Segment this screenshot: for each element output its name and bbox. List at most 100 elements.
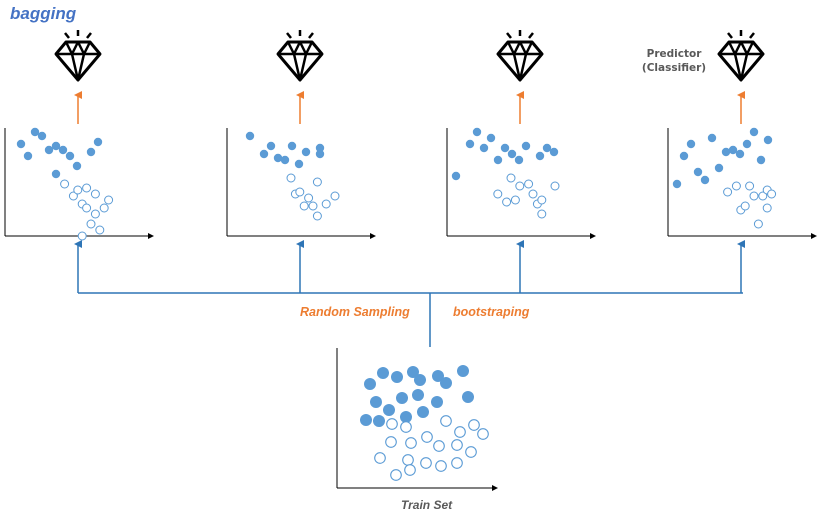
hollow-point: [537, 195, 547, 205]
filled-point: [521, 141, 531, 151]
filled-point: [735, 149, 745, 159]
filled-point: [542, 143, 552, 153]
filled-point: [315, 149, 325, 159]
hollow-point: [468, 419, 480, 431]
filled-point: [364, 378, 376, 390]
hollow-point: [465, 446, 477, 458]
filled-point: [472, 127, 482, 137]
filled-point: [479, 143, 489, 153]
hollow-point: [77, 231, 87, 241]
filled-point: [16, 139, 26, 149]
bootstraping-label: bootstraping: [453, 305, 530, 319]
filled-point: [287, 141, 297, 151]
train-set-label: Train Set: [401, 498, 453, 512]
filled-point: [451, 171, 461, 181]
predictor-label-line1: Predictor: [646, 48, 702, 60]
filled-point: [535, 151, 545, 161]
hollow-point: [537, 209, 547, 219]
hollow-point: [753, 219, 763, 229]
hollow-point: [440, 415, 452, 427]
hollow-point: [404, 464, 416, 476]
filled-point: [707, 133, 717, 143]
filled-point: [507, 149, 517, 159]
hollow-point: [400, 421, 412, 433]
diamond-crown: [286, 40, 314, 56]
filled-point: [693, 167, 703, 177]
hollow-point: [386, 418, 398, 430]
filled-point: [500, 143, 510, 153]
sparkle-ray: [286, 32, 292, 39]
sparkle-ray: [528, 32, 534, 39]
filled-point: [377, 367, 389, 379]
filled-point: [44, 145, 54, 155]
filled-point: [462, 391, 474, 403]
hollow-point: [550, 181, 560, 191]
filled-point: [72, 161, 82, 171]
diamond-pavilion: [733, 53, 749, 82]
predictor-label: Predictor (Classifier): [636, 47, 712, 75]
hollow-point: [385, 436, 397, 448]
hollow-point: [433, 440, 445, 452]
hollow-point: [731, 181, 741, 191]
hollow-point: [330, 191, 340, 201]
diamond-icon: [717, 30, 765, 82]
filled-point: [407, 366, 419, 378]
hollow-point: [286, 173, 296, 183]
hollow-point: [758, 191, 768, 201]
hollow-point: [104, 195, 114, 205]
hollow-point: [477, 428, 489, 440]
diamond-pavilion: [292, 53, 308, 82]
filled-point: [686, 139, 696, 149]
predictor-label-line2: (Classifier): [641, 62, 707, 74]
hollow-point: [745, 181, 755, 191]
filled-point: [391, 371, 403, 383]
bootstrap-sample-2: [226, 128, 376, 239]
filled-point: [93, 137, 103, 147]
filled-point: [360, 414, 372, 426]
hollow-point: [723, 187, 733, 197]
hollow-point: [299, 201, 309, 211]
hollow-point: [321, 199, 331, 209]
hollow-point: [515, 181, 525, 191]
filled-point: [549, 147, 559, 157]
hollow-point: [740, 201, 750, 211]
filled-point: [245, 131, 255, 141]
filled-point: [370, 396, 382, 408]
bootstrap-sample-3: [446, 127, 596, 239]
bootstrap-sample-4: [667, 127, 817, 239]
hollow-point: [451, 457, 463, 469]
bootstrap-sample-1: [4, 127, 154, 241]
connector-lines: [74, 91, 745, 347]
hollow-point: [506, 173, 516, 183]
filled-point: [400, 411, 412, 423]
filled-point: [396, 392, 408, 404]
hollow-point: [451, 439, 463, 451]
diamond-icon: [276, 30, 324, 82]
filled-point: [431, 396, 443, 408]
diamond-icon: [496, 30, 544, 82]
sparkle-ray: [506, 32, 512, 39]
hollow-point: [762, 203, 772, 213]
filled-point: [763, 135, 773, 145]
filled-point: [432, 370, 444, 382]
diamond-crown: [727, 40, 755, 56]
filled-point: [273, 153, 283, 163]
filled-point: [672, 179, 682, 189]
hollow-point: [528, 189, 538, 199]
diamond-crown: [64, 40, 92, 56]
hollow-point: [68, 191, 78, 201]
hollow-point: [767, 189, 777, 199]
diamond-pavilion: [512, 53, 528, 82]
filled-point: [714, 163, 724, 173]
hollow-point: [99, 203, 109, 213]
hollow-point: [73, 185, 83, 195]
hollow-point: [312, 177, 322, 187]
hollow-point: [95, 225, 105, 235]
filled-point: [700, 175, 710, 185]
filled-point: [465, 139, 475, 149]
diamond-outline: [54, 40, 102, 82]
filled-point: [23, 151, 33, 161]
hollow-point: [308, 201, 318, 211]
hollow-point: [749, 191, 759, 201]
